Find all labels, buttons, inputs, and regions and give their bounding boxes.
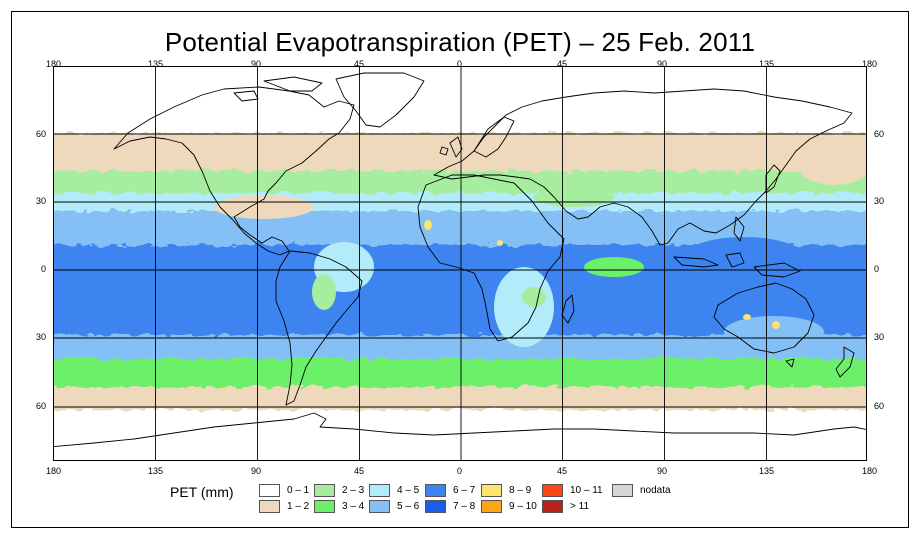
south-america-outline <box>275 250 363 406</box>
lon-label: 135 <box>759 59 775 69</box>
pet-patch <box>389 258 479 286</box>
lat-label: 0 <box>874 264 880 274</box>
legend-title: PET (mm) <box>170 484 234 500</box>
lon-label: 135 <box>148 466 164 476</box>
pet-band <box>54 410 866 460</box>
legend-label: 2 – 3 <box>342 485 365 496</box>
pet-patch <box>274 357 354 373</box>
legend-label: 1 – 2 <box>287 501 310 512</box>
pet-patches <box>104 149 866 376</box>
legend-swatch <box>542 500 563 513</box>
lon-label: 0 <box>457 59 463 69</box>
legend-swatch <box>425 484 446 497</box>
pet-patch <box>424 220 432 230</box>
map-canvas <box>54 67 866 460</box>
tasmania-outline <box>785 358 795 368</box>
lon-label: 90 <box>251 466 262 476</box>
lon-label: 180 <box>862 466 878 476</box>
legend-label: 8 – 9 <box>509 485 532 496</box>
legend-label: nodata <box>640 485 671 496</box>
lat-label: 30 <box>36 332 47 342</box>
legend-label: > 11 <box>570 501 589 512</box>
lat-label: 60 <box>36 401 47 411</box>
legend-label: 10 – 11 <box>570 485 603 496</box>
greenland-outline <box>335 72 425 128</box>
scandinavia-outline <box>473 116 515 158</box>
coastlines <box>54 72 866 448</box>
legend-label: 9 – 10 <box>509 501 537 512</box>
lon-label: 180 <box>46 59 62 69</box>
lon-label: 45 <box>354 59 365 69</box>
legend-swatch <box>612 484 633 497</box>
australia-outline <box>713 282 815 354</box>
legend-swatch <box>425 500 446 513</box>
lat-label: 60 <box>874 129 885 139</box>
graticule <box>54 67 866 460</box>
pet-patch <box>522 287 546 307</box>
legend-swatch <box>481 500 502 513</box>
pet-patch <box>604 358 724 376</box>
lat-label: 60 <box>874 401 885 411</box>
pet-patch <box>497 240 503 246</box>
lon-label: 45 <box>354 466 365 476</box>
lat-label: 0 <box>41 264 47 274</box>
legend-swatch <box>481 484 502 497</box>
pet-patch <box>214 195 314 219</box>
arctic-islands-outline <box>233 76 323 102</box>
map-title: Potential Evapotranspiration (PET) – 25 … <box>164 27 756 57</box>
figure-frame <box>11 11 909 528</box>
legend-swatch <box>314 484 335 497</box>
new-zealand-outline <box>835 346 855 378</box>
lat-label: 30 <box>874 196 885 206</box>
antarctica-outline <box>54 412 866 448</box>
legend-label: 4 – 5 <box>397 485 420 496</box>
japan-outline <box>765 164 781 194</box>
pet-patch <box>584 257 644 277</box>
lon-label: 180 <box>862 59 878 69</box>
legend-swatch <box>369 500 390 513</box>
pet-patch <box>724 316 824 348</box>
legend-swatch <box>542 484 563 497</box>
pet-patch <box>684 237 804 277</box>
legend-swatch <box>314 500 335 513</box>
legend-swatch <box>369 484 390 497</box>
pet-patch <box>534 187 614 207</box>
lon-label: 90 <box>657 59 668 69</box>
legend-swatch <box>259 484 280 497</box>
pet-patch <box>494 267 554 347</box>
lon-label: 45 <box>557 466 568 476</box>
pet-world-map <box>53 66 867 461</box>
legend-label: 6 – 7 <box>453 485 476 496</box>
pet-patch <box>772 321 780 329</box>
lon-label: 45 <box>557 59 568 69</box>
british-isles-outline <box>439 136 463 158</box>
lon-label: 90 <box>251 59 262 69</box>
lon-label: 90 <box>657 466 668 476</box>
lon-label: 135 <box>759 466 775 476</box>
africa-outline <box>417 174 565 342</box>
lon-label: 180 <box>46 466 62 476</box>
legend-label: 5 – 6 <box>397 501 420 512</box>
southeast-asia-islands-outline <box>673 216 801 278</box>
pet-patch <box>743 314 751 320</box>
pet-patch <box>104 285 244 309</box>
lat-label: 30 <box>874 332 885 342</box>
lon-label: 0 <box>457 466 463 476</box>
lat-label: 30 <box>36 196 47 206</box>
legend-label: 0 – 1 <box>287 485 310 496</box>
north-america-outline <box>113 86 355 256</box>
lon-label: 135 <box>148 59 164 69</box>
lat-label: 60 <box>36 129 47 139</box>
pet-patch <box>799 149 866 185</box>
legend-swatch <box>259 500 280 513</box>
legend-label: 7 – 8 <box>453 501 476 512</box>
pet-band <box>54 67 866 139</box>
legend-label: 3 – 4 <box>342 501 365 512</box>
pet-patch <box>312 274 336 310</box>
pet-band <box>54 133 866 177</box>
